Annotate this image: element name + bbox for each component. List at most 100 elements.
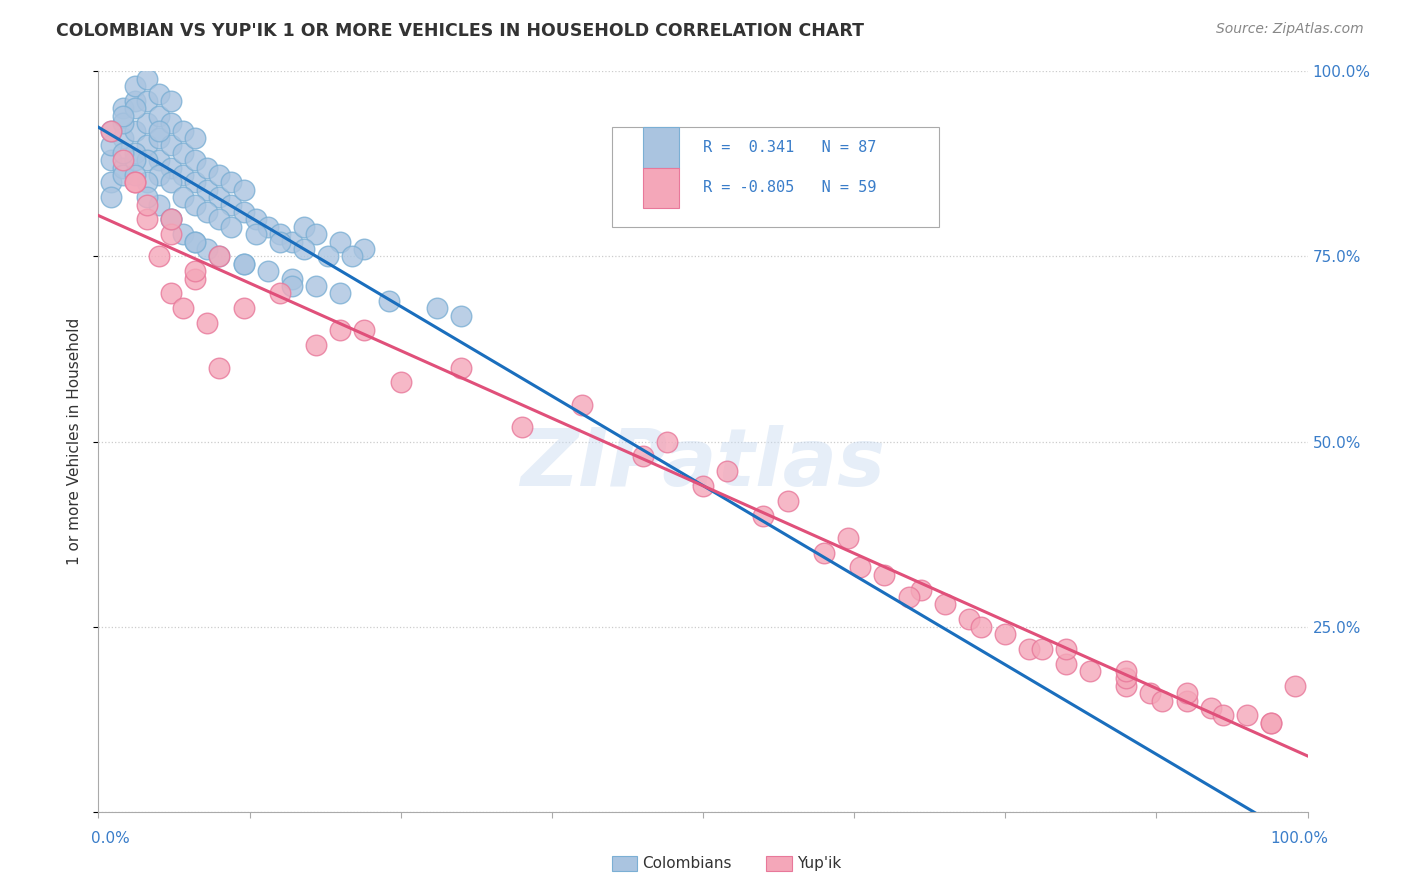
Point <box>281 271 304 285</box>
Point <box>292 219 315 234</box>
Point <box>655 434 678 449</box>
Point <box>100 153 122 168</box>
Point <box>135 197 157 211</box>
Point <box>195 161 218 175</box>
Point <box>111 153 134 168</box>
Point <box>195 316 218 330</box>
Point <box>124 175 146 190</box>
Point <box>329 286 352 301</box>
Point <box>195 183 218 197</box>
Text: R =  0.341   N = 87: R = 0.341 N = 87 <box>703 140 876 154</box>
Point <box>776 493 799 508</box>
Point <box>172 168 194 182</box>
Point <box>124 102 146 116</box>
Point <box>1152 694 1174 708</box>
Point <box>184 197 207 211</box>
Text: Yup'ik: Yup'ik <box>797 856 841 871</box>
Point <box>377 293 399 308</box>
Point <box>148 197 170 211</box>
Point <box>208 190 231 204</box>
Point <box>232 301 254 316</box>
Bar <box>643 168 679 209</box>
Point <box>208 250 231 264</box>
Point <box>692 479 714 493</box>
Point <box>256 219 278 234</box>
Point <box>1139 686 1161 700</box>
Point <box>1115 672 1137 686</box>
Point <box>1054 641 1077 656</box>
Point <box>994 627 1017 641</box>
Point <box>1054 657 1077 671</box>
Text: Colombians: Colombians <box>643 856 733 871</box>
Point <box>135 138 157 153</box>
Point <box>849 560 872 574</box>
Point <box>160 116 183 130</box>
Point <box>124 145 146 160</box>
Point <box>1212 708 1234 723</box>
Point <box>631 450 654 464</box>
Point <box>160 212 183 227</box>
Point <box>221 175 243 190</box>
Point <box>813 546 835 560</box>
Point <box>172 190 194 204</box>
Point <box>897 590 920 604</box>
Point <box>232 205 254 219</box>
Point <box>571 398 593 412</box>
Point <box>195 242 218 256</box>
Point <box>135 190 157 204</box>
Point <box>184 153 207 168</box>
Point <box>426 301 449 316</box>
Point <box>184 271 207 285</box>
Point <box>124 175 146 190</box>
Point <box>245 227 267 242</box>
Point <box>111 145 134 160</box>
Point <box>292 242 315 256</box>
Point <box>172 123 194 137</box>
Point <box>195 205 218 219</box>
Point <box>1199 701 1222 715</box>
Point <box>100 190 122 204</box>
Point <box>1018 641 1040 656</box>
Point <box>716 464 738 478</box>
Point <box>184 264 207 278</box>
Point <box>160 94 183 108</box>
Point <box>111 161 134 175</box>
Point <box>111 109 134 123</box>
Point <box>1260 715 1282 730</box>
Point <box>148 87 170 101</box>
Point <box>160 212 183 227</box>
Point <box>281 279 304 293</box>
Point <box>100 138 122 153</box>
Text: 0.0%: 0.0% <box>91 831 131 846</box>
Point <box>1260 715 1282 730</box>
Point <box>752 508 775 523</box>
Point <box>124 79 146 94</box>
Point <box>111 102 134 116</box>
Point <box>1236 708 1258 723</box>
Point <box>160 227 183 242</box>
Point <box>184 131 207 145</box>
Text: COLOMBIAN VS YUP'IK 1 OR MORE VEHICLES IN HOUSEHOLD CORRELATION CHART: COLOMBIAN VS YUP'IK 1 OR MORE VEHICLES I… <box>56 22 865 40</box>
Point <box>124 123 146 137</box>
Point <box>172 301 194 316</box>
Point <box>208 250 231 264</box>
Point <box>1031 641 1053 656</box>
Point <box>1115 664 1137 678</box>
Point <box>510 419 533 434</box>
Point <box>232 257 254 271</box>
Point <box>148 131 170 145</box>
Point <box>281 235 304 249</box>
Point <box>305 227 328 242</box>
Point <box>100 123 122 137</box>
Point <box>160 212 183 227</box>
Text: R = -0.805   N = 59: R = -0.805 N = 59 <box>703 180 876 195</box>
Point <box>184 235 207 249</box>
Point <box>148 168 170 182</box>
Point <box>135 116 157 130</box>
Point <box>208 360 231 375</box>
Point <box>111 168 134 182</box>
Point <box>232 183 254 197</box>
Point <box>172 227 194 242</box>
Point <box>135 212 157 227</box>
Point <box>342 250 364 264</box>
